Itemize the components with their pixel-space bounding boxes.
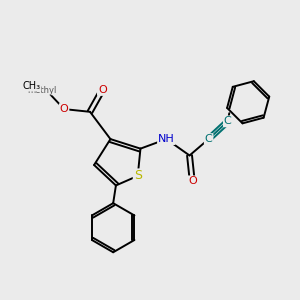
Text: C: C	[224, 116, 232, 126]
Text: CH₃: CH₃	[23, 81, 41, 91]
Text: O: O	[188, 176, 197, 186]
Text: S: S	[134, 169, 142, 182]
Text: NH: NH	[158, 134, 175, 144]
Text: C: C	[205, 134, 212, 144]
Text: methyl: methyl	[28, 85, 57, 94]
Text: O: O	[60, 104, 68, 114]
Text: O: O	[98, 85, 106, 95]
